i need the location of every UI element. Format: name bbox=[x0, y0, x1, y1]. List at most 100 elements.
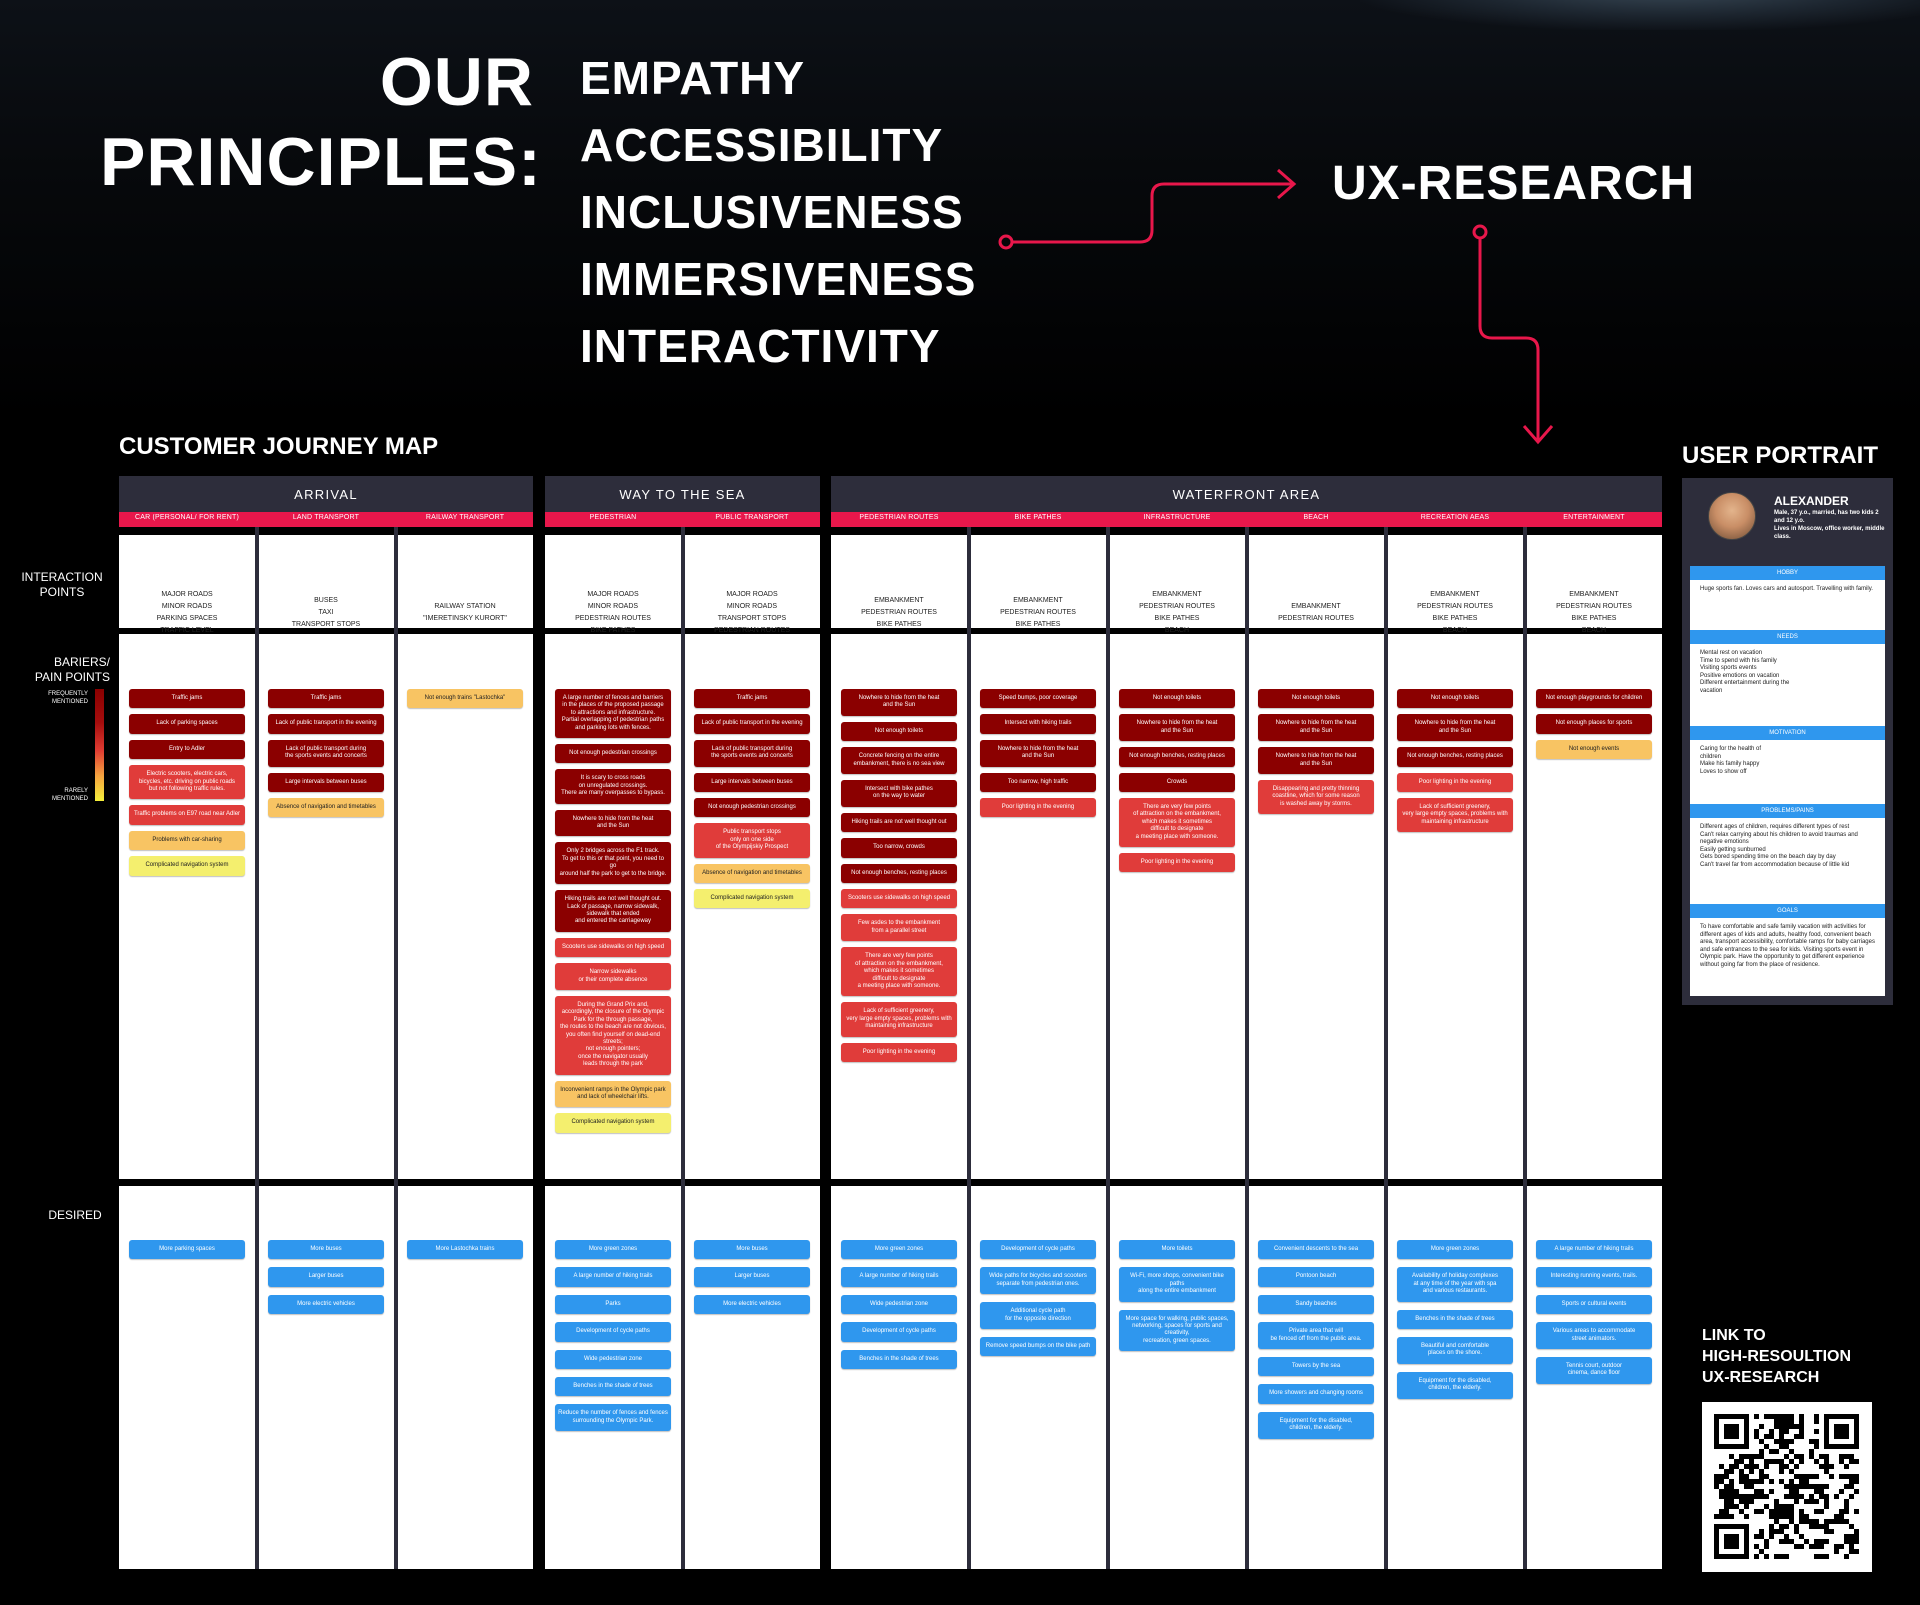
qr-module bbox=[1719, 1464, 1724, 1469]
barrier-card-stack: Not enough toilets Nowhere to hide from t… bbox=[1248, 689, 1384, 815]
barrier-card: Lack of public transport during the spor… bbox=[268, 739, 384, 767]
section-header: GOALS bbox=[1690, 904, 1885, 918]
qr-module bbox=[1734, 1534, 1739, 1539]
qr-module bbox=[1739, 1499, 1744, 1504]
qr-module bbox=[1759, 1474, 1764, 1479]
qr-module bbox=[1799, 1544, 1804, 1549]
desired-card: Larger buses bbox=[694, 1267, 810, 1287]
qr-module bbox=[1814, 1474, 1819, 1479]
barrier-card: Absence of navigation and timetables bbox=[694, 863, 810, 884]
barrier-card: Lack of parking spaces bbox=[129, 714, 245, 734]
interaction-points-text: EMBANKMENT PEDESTRIAN ROUTES BIKE PATHES bbox=[1000, 596, 1076, 628]
qr-module bbox=[1789, 1469, 1794, 1474]
journey-group-header: WAY TO THE SEA bbox=[545, 476, 820, 512]
qr-module bbox=[1809, 1449, 1814, 1454]
qr-module bbox=[1774, 1514, 1779, 1519]
qr-module bbox=[1759, 1439, 1764, 1444]
qr-module bbox=[1824, 1519, 1829, 1524]
qr-module bbox=[1814, 1519, 1819, 1524]
desired-card: Wide paths for bicycles and scooters sep… bbox=[980, 1267, 1096, 1295]
qr-module bbox=[1734, 1444, 1739, 1449]
qr-module bbox=[1724, 1489, 1729, 1494]
qr-module bbox=[1799, 1414, 1804, 1419]
qr-module bbox=[1764, 1539, 1769, 1544]
desired-card-stack: More green zones Availability of holiday … bbox=[1387, 1240, 1523, 1399]
barrier-card: Nowhere to hide from the heat and the Su… bbox=[841, 689, 957, 716]
qr-module bbox=[1799, 1494, 1804, 1499]
qr-module bbox=[1724, 1504, 1729, 1509]
qr-module bbox=[1834, 1494, 1839, 1499]
qr-module bbox=[1819, 1484, 1824, 1489]
qr-module bbox=[1744, 1444, 1749, 1449]
qr-module bbox=[1799, 1434, 1804, 1439]
qr-module bbox=[1814, 1439, 1819, 1444]
barrier-card: Poor lighting in the evening bbox=[1119, 853, 1235, 873]
barrier-card: Nowhere to hide from the heat and the Su… bbox=[1119, 714, 1235, 742]
barrier-card: Lack of public transport in the evening bbox=[268, 714, 384, 734]
qr-module bbox=[1809, 1474, 1814, 1479]
qr-module bbox=[1789, 1494, 1794, 1499]
qr-module bbox=[1769, 1489, 1774, 1494]
qr-code[interactable] bbox=[1702, 1402, 1872, 1572]
qr-module bbox=[1714, 1529, 1719, 1534]
qr-module bbox=[1849, 1454, 1854, 1459]
desired-card: More green zones bbox=[1397, 1240, 1513, 1260]
qr-module bbox=[1789, 1504, 1794, 1509]
qr-module bbox=[1724, 1509, 1729, 1514]
barrier-card: Narrow sidewalks or their complete absen… bbox=[555, 963, 671, 990]
qr-module bbox=[1744, 1499, 1749, 1504]
qr-module bbox=[1769, 1414, 1774, 1419]
qr-module bbox=[1739, 1524, 1744, 1529]
qr-module bbox=[1814, 1489, 1819, 1494]
journey-column: RAILWAY TRANSPORT RAILWAY STATION "IMERET… bbox=[397, 512, 533, 1569]
desired-card: More green zones bbox=[555, 1240, 671, 1260]
qr-module bbox=[1759, 1534, 1764, 1539]
qr-module bbox=[1769, 1509, 1774, 1514]
qr-module bbox=[1794, 1529, 1799, 1534]
barrier-card: Too narrow, high traffic bbox=[980, 772, 1096, 793]
journey-group: WAY TO THE SEA PEDESTRIAN MAJOR ROADS MINO… bbox=[545, 476, 820, 1569]
desired-card: More buses bbox=[268, 1240, 384, 1260]
qr-module bbox=[1854, 1479, 1859, 1484]
qr-module bbox=[1789, 1424, 1794, 1429]
flow-arrow-to-map bbox=[1478, 238, 1540, 440]
barrier-card: Not enough trains "Lastochka" bbox=[407, 689, 523, 709]
qr-module bbox=[1719, 1414, 1724, 1419]
barrier-card: Traffic jams bbox=[694, 689, 810, 709]
qr-module bbox=[1799, 1509, 1804, 1514]
column-divider bbox=[255, 527, 259, 1569]
barrier-card: Entry to Adler bbox=[129, 739, 245, 760]
qr-module bbox=[1829, 1464, 1834, 1469]
qr-module bbox=[1819, 1544, 1824, 1549]
column-label: PEDESTRIAN ROUTES bbox=[859, 514, 939, 521]
qr-module bbox=[1769, 1524, 1774, 1529]
qr-module bbox=[1774, 1529, 1779, 1534]
qr-module bbox=[1749, 1454, 1754, 1459]
qr-module bbox=[1724, 1444, 1729, 1449]
qr-module bbox=[1829, 1529, 1834, 1534]
qr-module bbox=[1854, 1434, 1859, 1439]
desired-card: Additional cycle path for the opposite d… bbox=[980, 1302, 1096, 1330]
qr-module bbox=[1724, 1554, 1729, 1559]
desired-card: Sandy beaches bbox=[1258, 1294, 1374, 1315]
qr-module bbox=[1824, 1434, 1829, 1439]
section-header: HOBBY bbox=[1690, 566, 1885, 580]
interaction-points-text: EMBANKMENT PEDESTRIAN ROUTES BIKE PATHES bbox=[861, 596, 937, 628]
barrier-card: Hiking trails are not well thought out bbox=[841, 812, 957, 833]
barrier-card-stack: Traffic jams Lack of public transport in … bbox=[258, 689, 394, 818]
portrait-section-goals: GOALS To have comfortable and safe famil… bbox=[1690, 904, 1885, 996]
barrier-card: During the Grand Prix and, accordingly, … bbox=[555, 995, 671, 1075]
desired-card: More space for walking, public spaces, n… bbox=[1119, 1309, 1235, 1352]
qr-module bbox=[1744, 1554, 1749, 1559]
qr-module bbox=[1714, 1524, 1719, 1529]
user-portrait-title: USER PORTRAIT bbox=[1682, 442, 1879, 469]
qr-module bbox=[1809, 1544, 1814, 1549]
section-text: Mental rest on vacation Time to spend wi… bbox=[1700, 650, 1790, 694]
interaction-points-text: MAJOR ROADS MINOR ROADS TRANSPORT STOPS … bbox=[714, 590, 790, 634]
background-gradient bbox=[0, 0, 1920, 420]
barrier-card-stack: Not enough playgrounds for children Not e… bbox=[1526, 689, 1662, 760]
principles-title-line: PRINCIPLES: bbox=[100, 124, 542, 200]
qr-module bbox=[1849, 1474, 1854, 1479]
barrier-card-stack: Speed bumps, poor coverage Intersect with… bbox=[970, 689, 1106, 818]
qr-module bbox=[1844, 1454, 1849, 1459]
